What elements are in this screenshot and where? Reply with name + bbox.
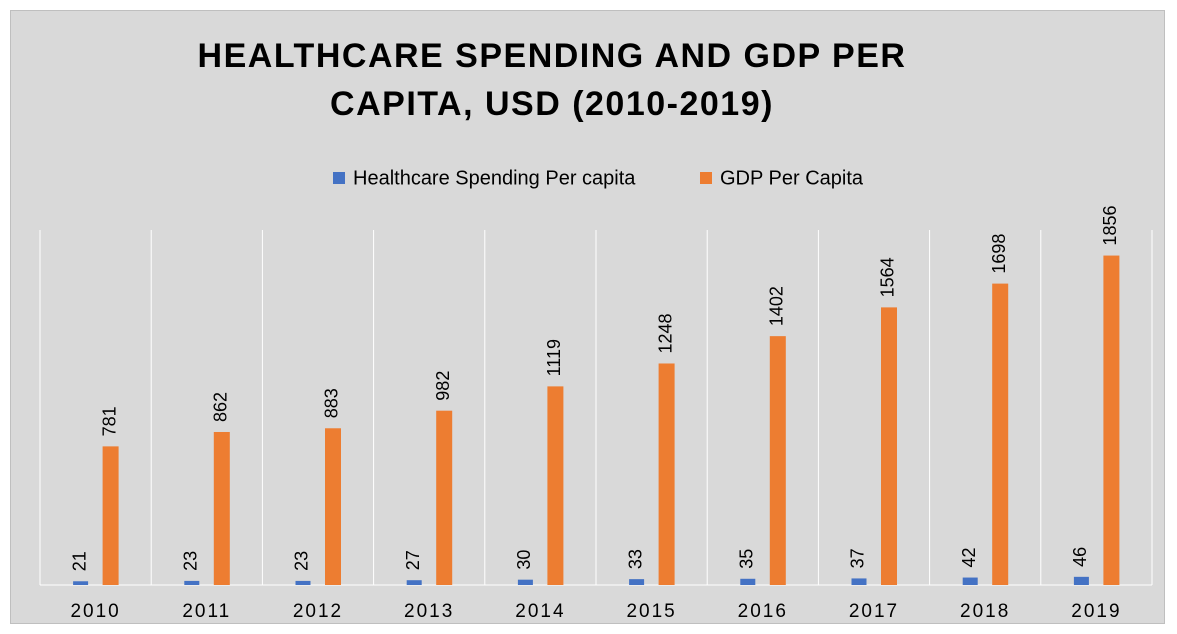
data-label: 46 — [1070, 547, 1090, 567]
bar — [295, 580, 311, 585]
bar — [73, 581, 89, 585]
data-label: 23 — [181, 551, 201, 571]
legend-swatch — [700, 172, 712, 184]
bar — [406, 580, 422, 585]
x-tick-label: 2016 — [738, 601, 788, 622]
data-label: 1402 — [767, 286, 787, 326]
legend-label: Healthcare Spending Per capita — [353, 167, 636, 189]
bar — [517, 579, 533, 585]
data-label: 27 — [403, 550, 423, 570]
bar — [547, 386, 564, 585]
x-tick-label: 2019 — [1071, 601, 1121, 622]
data-label: 1856 — [1100, 206, 1120, 246]
bar — [962, 577, 978, 585]
data-label: 1564 — [878, 257, 898, 297]
x-tick-label: 2013 — [404, 601, 454, 622]
data-label: 781 — [99, 406, 119, 436]
data-label: 30 — [514, 550, 534, 570]
bar — [851, 578, 867, 585]
x-tick-label: 2011 — [182, 601, 231, 622]
bar — [102, 446, 119, 585]
data-label: 1698 — [989, 234, 1009, 274]
data-label: 883 — [322, 388, 342, 418]
x-tick-label: 2010 — [70, 601, 120, 622]
bar — [658, 363, 675, 585]
x-tick-label: 2015 — [626, 601, 676, 622]
bar — [769, 336, 786, 585]
bar — [436, 410, 453, 585]
data-label: 21 — [69, 551, 89, 571]
x-tick-label: 2017 — [849, 601, 899, 622]
x-tick-label: 2014 — [515, 601, 565, 622]
chart-background — [10, 10, 1165, 624]
bar — [325, 428, 341, 585]
data-label: 1248 — [655, 313, 675, 353]
data-label: 982 — [433, 371, 453, 401]
data-label: 33 — [625, 549, 645, 569]
data-label: 37 — [848, 548, 868, 568]
bar — [881, 307, 897, 585]
bar — [1103, 255, 1120, 585]
legend-label: GDP Per Capita — [720, 167, 864, 189]
bar — [1073, 576, 1089, 585]
bar — [992, 283, 1009, 585]
chart-title: HEALTHCARE SPENDING AND GDP PER CAPITA, … — [197, 37, 907, 123]
data-label: 42 — [959, 548, 979, 568]
data-label: 1119 — [544, 339, 564, 376]
data-label: 23 — [292, 551, 312, 571]
bar — [629, 579, 645, 585]
x-tick-label: 2012 — [293, 601, 343, 622]
bar — [740, 578, 756, 585]
bar — [184, 580, 200, 585]
x-tick-label: 2018 — [960, 601, 1010, 622]
data-label: 35 — [737, 549, 757, 569]
data-label: 862 — [211, 392, 231, 422]
legend-swatch — [333, 172, 345, 184]
bar — [213, 431, 230, 585]
